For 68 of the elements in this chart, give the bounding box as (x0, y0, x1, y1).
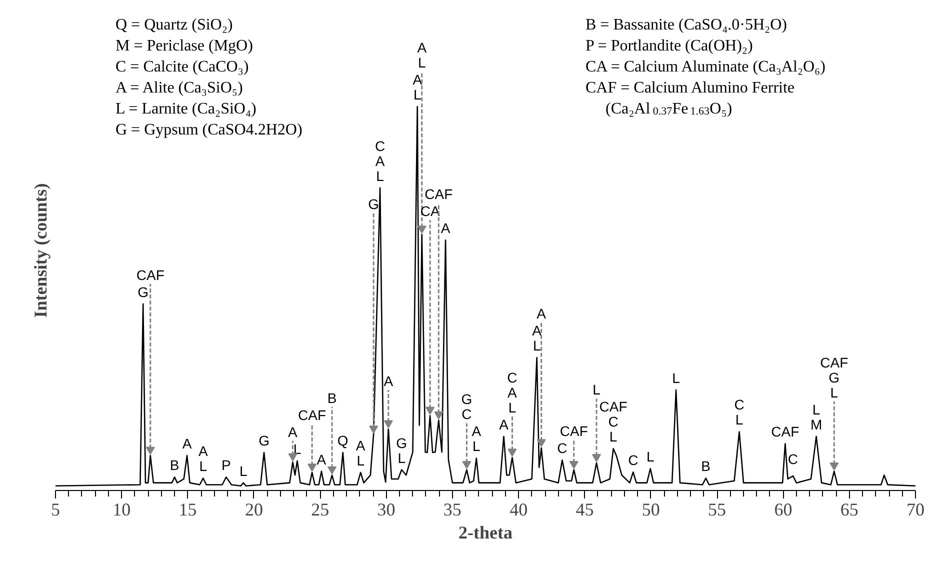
y-axis-title: Intensity (counts) (30, 183, 50, 318)
annotation: CAF (424, 186, 453, 202)
annotation: B (701, 458, 710, 474)
annotation: CAF (136, 266, 164, 283)
annotation: L = Larnite (Ca₂SiO₄) (116, 100, 256, 118)
annotation: CAF C L (599, 398, 628, 445)
x-tick-label: 5 (51, 500, 60, 520)
annotation: C L (734, 396, 744, 428)
text: C = Calcite (CaCO₃) (116, 58, 249, 76)
annotation: A (499, 416, 510, 432)
annotation: C A L (507, 369, 518, 416)
x-axis-title: 2-theta (458, 522, 512, 542)
annotation: B (170, 457, 180, 474)
annotation: Q (337, 432, 348, 448)
annotation: L (592, 382, 601, 398)
annotation: A (384, 373, 394, 390)
text: Q = Quartz (SiO₂) (116, 16, 233, 34)
x-tick-label: 30 (377, 500, 396, 520)
x-tick-label: 35 (443, 500, 462, 520)
annotation: CAF (298, 406, 326, 423)
x-tick-label: 20 (244, 500, 263, 520)
text: CA = Calcium Aluminate (Ca₃Al₂O₆) (586, 58, 826, 76)
annotation: G (368, 196, 380, 212)
text: P = Portlandite (Ca(OH)₂) (586, 38, 753, 54)
annotation: G (138, 284, 149, 300)
annotation: G C (461, 391, 472, 422)
annotation: G L (396, 434, 408, 466)
text: M = Periclase (MgO) (116, 38, 253, 54)
annotation: A L (417, 40, 428, 70)
text: B = Bassanite (CaSO₄.0·5H₂O) (586, 16, 787, 34)
x-tick-label: 50 (642, 500, 660, 520)
x-tick-label: 15 (178, 500, 197, 520)
annotation: A L (532, 322, 542, 354)
annotation: A L (356, 437, 366, 468)
annotation: G = Gypsum (CaSO4.2H2O) (116, 122, 302, 138)
annotation: L M (810, 401, 822, 432)
annotation: CAF G L (820, 354, 848, 400)
x-tick-label: 10 (112, 500, 131, 520)
annotation: A (316, 451, 327, 468)
annotation: C A L (374, 138, 386, 184)
x-tick-label: 45 (576, 500, 594, 520)
annotation: P (222, 457, 231, 474)
annotation: A L (472, 423, 482, 454)
annotation: CAF = Calcium Alumino Ferrite (Ca₂Al0.37Fe1.63O₅) (586, 80, 795, 118)
annotation: CAF (771, 424, 800, 440)
annotation: L (672, 370, 680, 386)
annotation: C (557, 440, 568, 456)
x-tick-label: 65 (840, 500, 858, 520)
annotation: CA (420, 203, 440, 220)
annotation: A L (412, 72, 423, 102)
x-tick-label: 55 (708, 500, 726, 520)
x-tick-label: 70 (906, 500, 924, 520)
annotation: G (258, 432, 270, 448)
annotation: L (646, 448, 654, 465)
annotation: B (327, 390, 337, 406)
text: A = Alite (Ca₃SiO₅) (116, 80, 243, 96)
x-tick-label: 40 (510, 500, 528, 520)
annotation: A (182, 436, 192, 452)
annotation: A L (198, 443, 208, 474)
annotation: A (440, 220, 451, 236)
x-tick-label: 25 (311, 500, 330, 520)
annotation: C (788, 451, 798, 468)
annotation: C (628, 452, 638, 468)
annotation: A (288, 424, 298, 440)
annotation: A (536, 306, 547, 322)
annotation: L (239, 462, 248, 479)
x-tick-label: 60 (774, 500, 792, 520)
annotation: CAF (560, 423, 588, 440)
